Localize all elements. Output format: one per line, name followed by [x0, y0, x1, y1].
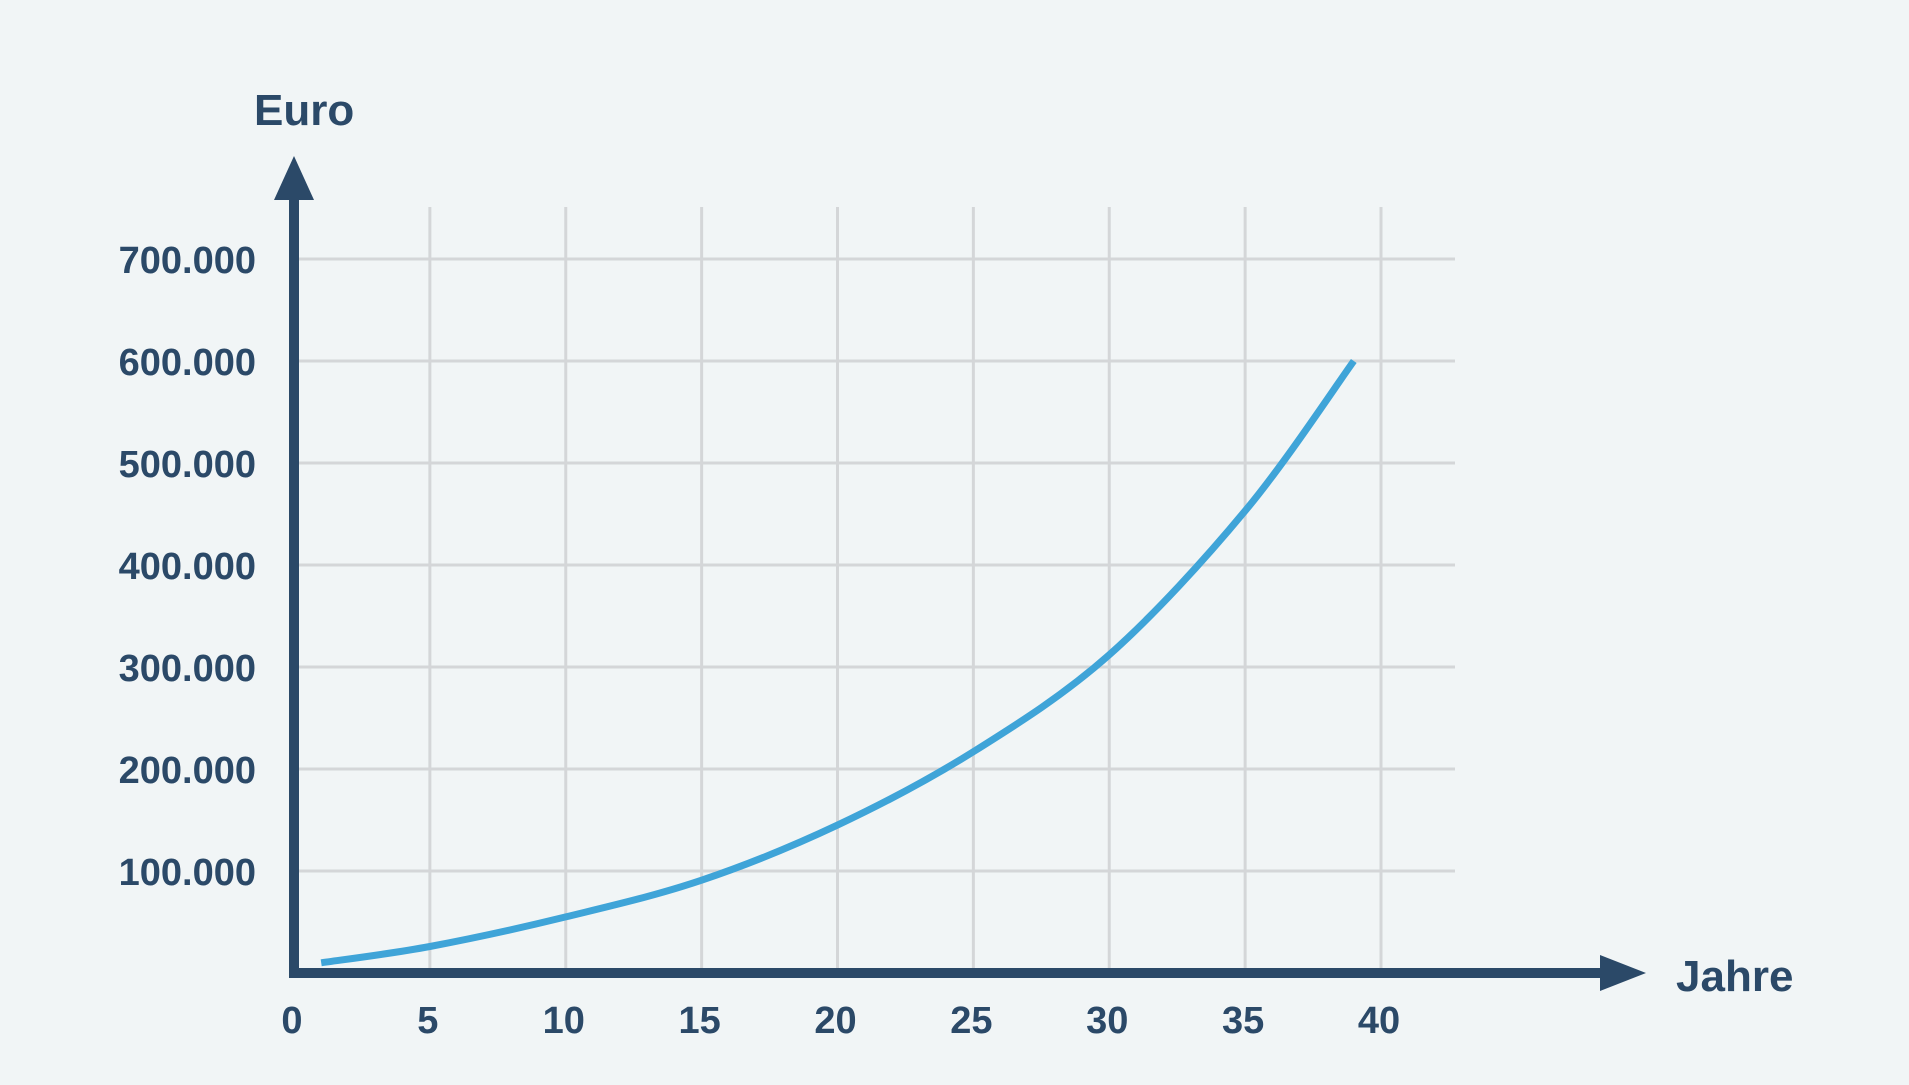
x-tick-label: 40	[1358, 1000, 1400, 1042]
y-tick-label: 500.000	[119, 444, 256, 486]
series-line	[320, 358, 1357, 967]
axis-layer	[274, 156, 1646, 991]
x-tick-label: 5	[417, 1000, 438, 1042]
y-axis-arrow	[274, 156, 314, 200]
y-tick-label: 200.000	[119, 750, 256, 792]
x-axis-label: Jahre	[1676, 952, 1793, 1001]
x-tick-label: 20	[814, 1000, 856, 1042]
y-tick-label: 300.000	[119, 648, 256, 690]
y-tick-label: 600.000	[119, 342, 256, 384]
x-tick-label: 30	[1086, 1000, 1128, 1042]
y-tick-label: 700.000	[119, 240, 256, 282]
grid-layer	[294, 207, 1455, 973]
x-tick-label: 15	[678, 1000, 720, 1042]
y-tick-label: 400.000	[119, 546, 256, 588]
x-tick-label: 25	[950, 1000, 992, 1042]
x-tick-label: 10	[543, 1000, 585, 1042]
x-tick-label: 35	[1222, 1000, 1264, 1042]
y-axis-label: Euro	[254, 86, 354, 135]
label-layer: Euro Jahre 100.000 200.000 300.000 400.000 5…	[119, 86, 1794, 1042]
y-tick-label: 100.000	[119, 852, 256, 894]
x-axis-arrow	[1600, 955, 1646, 991]
x-tick-label: 0	[281, 1000, 302, 1042]
series-layer	[320, 358, 1357, 967]
